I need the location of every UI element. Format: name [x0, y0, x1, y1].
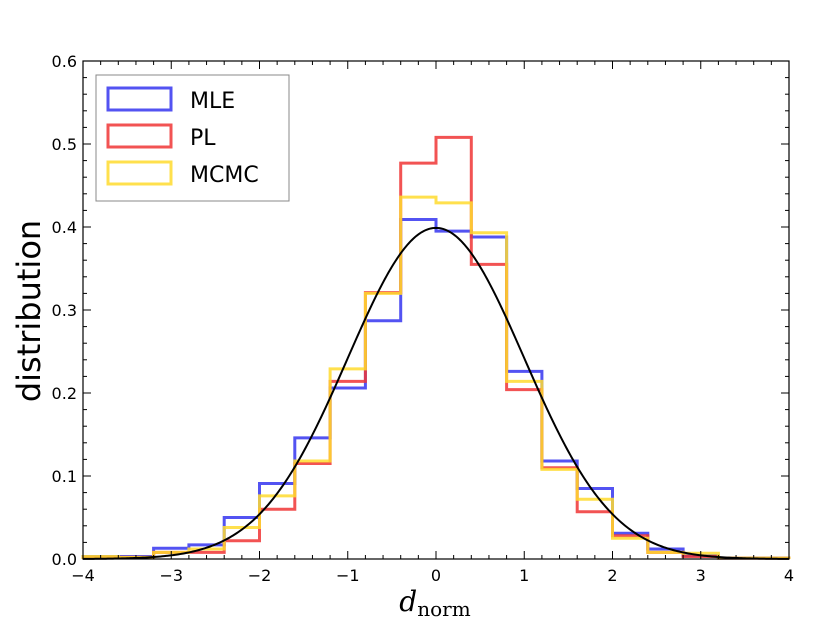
- histogram-bar-pl: [436, 137, 471, 559]
- histogram-bar-pl: [577, 512, 612, 559]
- histogram-bar-pl: [260, 509, 295, 559]
- x-tick-label: 1: [519, 566, 529, 585]
- histogram-bar-mle: [542, 461, 577, 559]
- x-axis-label-subscript: norm: [417, 597, 470, 621]
- histogram-bar-mle: [365, 321, 400, 559]
- legend-swatch-pl: [106, 123, 173, 149]
- histogram-bar-mcmc: [295, 461, 330, 559]
- histogram-bar-mle: [401, 220, 436, 559]
- legend-box: [95, 74, 290, 202]
- legend-label-pl: PL: [190, 126, 216, 151]
- x-tick-label: −2: [248, 566, 272, 585]
- histogram-bar-pl: [507, 390, 542, 559]
- histogram-bar-mcmc: [507, 381, 542, 559]
- x-tick-label: −4: [71, 566, 95, 585]
- histogram-bar-mle: [436, 231, 471, 559]
- histogram-outline-mle: [81, 218, 791, 560]
- histogram-bar-pl: [365, 293, 400, 559]
- histogram-bar-mcmc: [260, 496, 295, 559]
- histogram-bar-mcmc: [224, 527, 259, 559]
- x-tick-label: 2: [607, 566, 617, 585]
- legend: MLE PL MCMC: [95, 74, 290, 202]
- histogram-bar-pl: [295, 464, 330, 559]
- histogram-bar-mcmc: [436, 203, 471, 559]
- histogram-series-layer: [81, 135, 791, 560]
- legend-label-mle: MLE: [190, 89, 235, 114]
- legend-swatch-mcmc: [106, 160, 173, 186]
- x-tick-label: 4: [784, 566, 794, 585]
- histogram-bar-mle: [330, 388, 365, 559]
- histogram-bar-mcmc: [330, 369, 365, 559]
- y-tick-label: 0.4: [52, 218, 77, 237]
- histogram-bar-mcmc: [401, 197, 436, 559]
- x-axis-label-main: d: [399, 585, 417, 618]
- x-tick-label: −1: [336, 566, 360, 585]
- x-tick-label: 3: [696, 566, 706, 585]
- histogram-bar-pl: [542, 468, 577, 559]
- normal-pdf-curve: [82, 226, 790, 560]
- y-axis-label: distribution: [10, 220, 48, 402]
- y-tick-label: 0.5: [52, 135, 77, 154]
- y-tick-label: 0.6: [52, 52, 77, 71]
- legend-swatch-mle: [106, 86, 173, 112]
- histogram-bar-mle: [471, 237, 506, 559]
- histogram-bar-mle: [507, 371, 542, 559]
- legend-label-mcmc: MCMC: [190, 163, 259, 188]
- y-tick-label: 0.0: [52, 550, 77, 569]
- histogram-outline-mcmc: [81, 195, 791, 560]
- y-tick-label: 0.1: [52, 467, 77, 486]
- x-tick-label: −3: [159, 566, 183, 585]
- histogram-bar-pl: [401, 163, 436, 559]
- series-mcmc: [81, 195, 791, 560]
- normal-curve-layer: [82, 226, 790, 560]
- y-tick-label: 0.2: [52, 384, 77, 403]
- x-tick-label: 0: [431, 566, 441, 585]
- x-axis-label: dnorm: [399, 585, 470, 621]
- histogram-bar-mcmc: [365, 293, 400, 559]
- histogram-bar-mcmc: [542, 469, 577, 559]
- series-mle: [81, 218, 791, 560]
- plot-area-frame: [82, 60, 790, 560]
- y-tick-label: 0.3: [52, 301, 77, 320]
- histogram-bar-pl: [330, 381, 365, 559]
- axis-ticks-layer: −4 −3 −2 −1 0 1 2 3 4 0.0 0.1 0.2 0.3 0.4 0.5 0.6: [52, 52, 795, 585]
